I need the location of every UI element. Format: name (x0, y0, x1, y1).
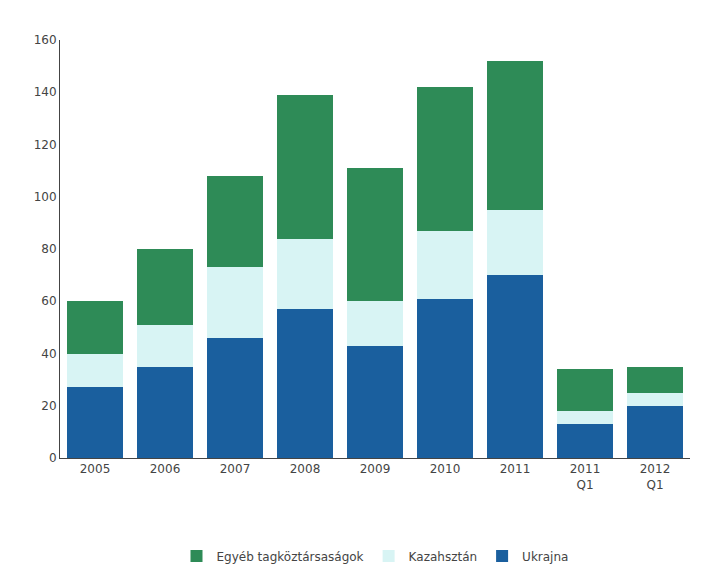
svg-text:2011: 2011 (500, 462, 531, 476)
svg-text:140: 140 (34, 85, 57, 99)
svg-text:2012Q1: 2012Q1 (640, 462, 671, 492)
svg-text:2006: 2006 (150, 462, 181, 476)
svg-text:100: 100 (34, 190, 57, 204)
svg-text:2005: 2005 (80, 462, 111, 476)
svg-text:2007: 2007 (220, 462, 251, 476)
svg-text:2009: 2009 (360, 462, 391, 476)
svg-text:160: 160 (34, 33, 57, 47)
svg-text:Egyéb tagköztársaságok: Egyéb tagköztársaságok (217, 550, 364, 564)
svg-text:2008: 2008 (290, 462, 321, 476)
svg-text:2011Q1: 2011Q1 (570, 462, 601, 492)
svg-text:0: 0 (49, 451, 57, 465)
svg-text:Kazahsztán: Kazahsztán (409, 550, 477, 564)
svg-text:20: 20 (41, 399, 56, 413)
svg-text:2010: 2010 (430, 462, 461, 476)
svg-text:60: 60 (41, 294, 56, 308)
svg-text:40: 40 (41, 347, 56, 361)
svg-text:Ukrajna: Ukrajna (522, 550, 568, 564)
svg-text:120: 120 (34, 138, 57, 152)
svg-text:80: 80 (41, 242, 56, 256)
